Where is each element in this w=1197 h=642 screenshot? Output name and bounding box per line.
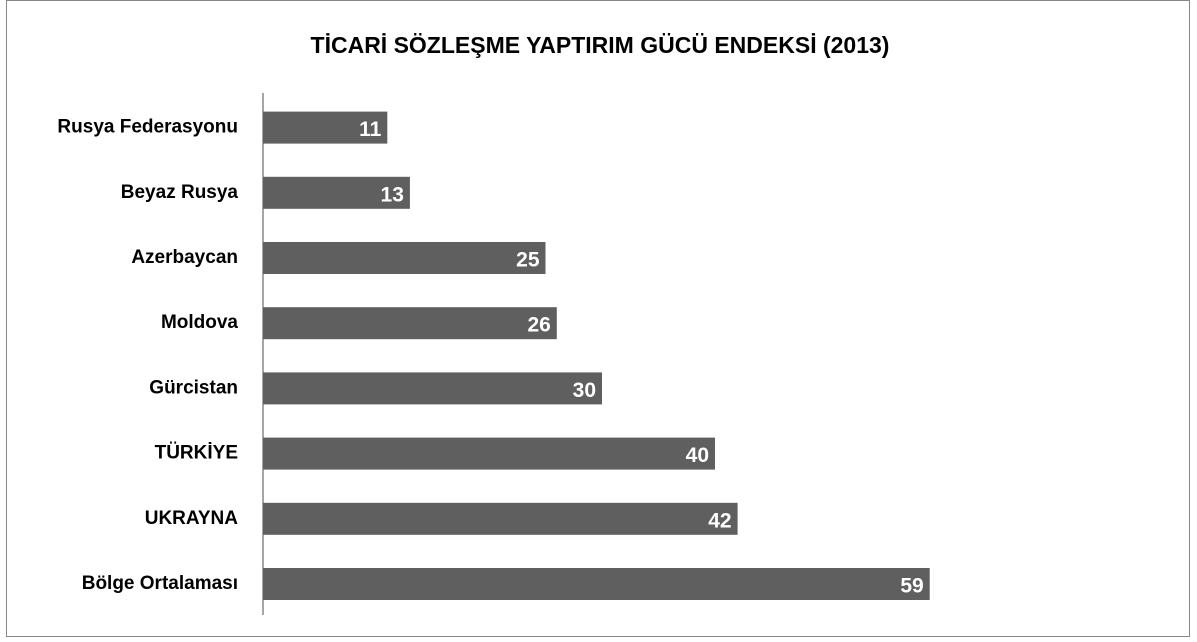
category-label: Moldova bbox=[161, 312, 238, 333]
value-label: 13 bbox=[381, 183, 404, 206]
value-label: 42 bbox=[708, 509, 731, 532]
category-label: Gürcistan bbox=[149, 377, 238, 398]
category-label: TÜRKİYE bbox=[155, 443, 238, 464]
bar bbox=[263, 111, 388, 144]
bar bbox=[263, 502, 738, 535]
value-label: 25 bbox=[516, 249, 540, 272]
value-label: 30 bbox=[573, 379, 596, 402]
chart-title: TİCARİ SÖZLEŞME YAPTIRIM GÜCÜ ENDEKSİ (2… bbox=[311, 32, 890, 58]
value-label: 11 bbox=[359, 118, 382, 141]
category-label: UKRAYNA bbox=[145, 508, 239, 529]
value-label: 26 bbox=[527, 314, 550, 337]
category-label: Rusya Federasyonu bbox=[57, 117, 238, 138]
bar bbox=[263, 307, 557, 340]
bar bbox=[263, 437, 715, 470]
value-label: 59 bbox=[900, 575, 923, 598]
bar bbox=[263, 372, 602, 405]
value-label: 40 bbox=[686, 444, 709, 467]
category-label: Bölge Ortalaması bbox=[82, 573, 238, 594]
category-label: Azerbaycan bbox=[131, 247, 238, 268]
bar bbox=[263, 242, 546, 274]
bar bbox=[263, 176, 410, 209]
bar bbox=[263, 568, 930, 600]
category-label: Beyaz Rusya bbox=[121, 182, 239, 203]
